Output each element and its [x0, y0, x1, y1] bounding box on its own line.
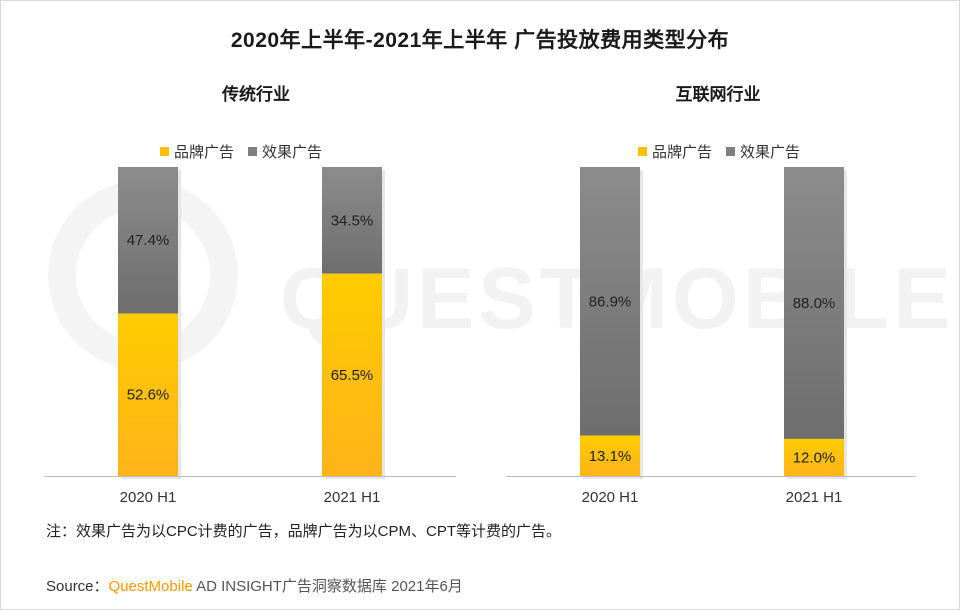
bar-effect [580, 167, 640, 436]
subtitle-internet: 互联网行业 [675, 85, 761, 104]
x-tick-label: 2020 H1 [582, 489, 639, 506]
legend-swatch-brand [638, 147, 647, 156]
x-tick-label: 2020 H1 [120, 489, 177, 506]
legend-swatch-brand [160, 147, 169, 156]
bar-effect [784, 167, 844, 439]
legend-traditional: 品牌广告 效果广告 [160, 141, 336, 162]
legend-swatch-effect [726, 147, 736, 156]
bar-brand [322, 273, 382, 476]
data-label-effect: 86.9% [589, 293, 632, 310]
data-label-brand: 52.6% [127, 387, 170, 404]
x-tick-label: 2021 H1 [786, 489, 843, 506]
legend-swatch-effect [248, 147, 258, 156]
bar-brand [118, 313, 178, 476]
data-label-brand: 12.0% [793, 449, 836, 466]
x-tick-label: 2021 H1 [324, 489, 381, 506]
legend-internet: 品牌广告 效果广告 [638, 141, 814, 162]
source-brand: QuestMobile [108, 578, 193, 595]
data-label-brand: 13.1% [589, 448, 632, 465]
source-prefix: Source： [46, 578, 109, 595]
bar-effect [322, 167, 382, 274]
legend-label-effect: 效果广告 [262, 144, 323, 161]
chart-title: 2020年上半年-2021年上半年 广告投放费用类型分布 [230, 29, 730, 52]
data-label-effect: 34.5% [331, 212, 374, 229]
data-label-effect: 47.4% [127, 232, 170, 249]
source-line: Source：QuestMobile AD INSIGHT广告洞察数据库 202… [46, 575, 463, 596]
data-label-effect: 88.0% [793, 295, 836, 312]
bar-effect [118, 167, 178, 314]
legend-label-effect: 效果广告 [740, 144, 801, 161]
legend-label-brand: 品牌广告 [652, 144, 713, 161]
source-rest: AD INSIGHT广告洞察数据库 2021年6月 [192, 578, 463, 595]
data-label-brand: 65.5% [331, 367, 374, 384]
subtitle-traditional: 传统行业 [222, 85, 290, 104]
bar-brand [580, 435, 640, 476]
bar-brand [784, 438, 844, 476]
footnote: 注：效果广告为以CPC计费的广告，品牌广告为以CPM、CPT等计费的广告。 [46, 523, 562, 540]
legend-label-brand: 品牌广告 [174, 144, 235, 161]
